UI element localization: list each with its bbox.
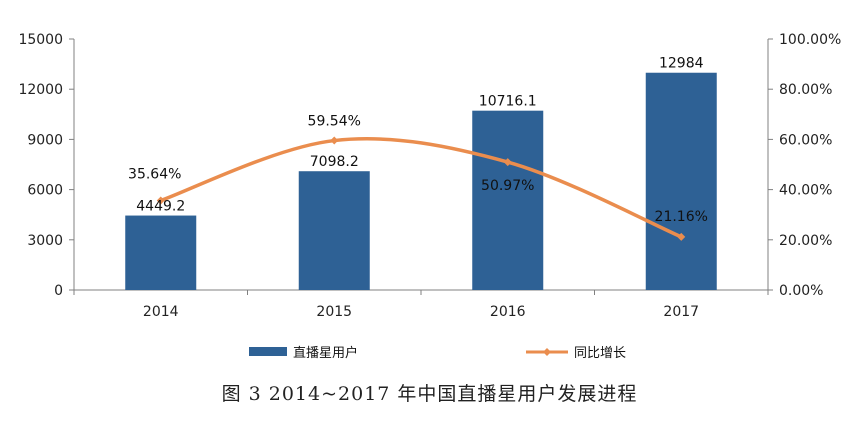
left-tick-label: 6000	[27, 183, 63, 199]
growth-data-label: 21.16%	[655, 209, 708, 225]
legend-line-label: 同比增长	[574, 346, 626, 361]
right-tick-label: 60.00%	[779, 132, 832, 148]
legend-bar-label: 直播星用户	[293, 345, 358, 361]
left-tick-label: 9000	[27, 132, 63, 148]
bar	[298, 171, 370, 290]
x-tick-label: 2014	[143, 304, 179, 320]
growth-line	[159, 137, 683, 239]
left-tick-label: 3000	[27, 233, 63, 249]
bar-data-label: 12984	[659, 56, 704, 72]
x-tick-label: 2015	[316, 304, 352, 320]
legend-bar-swatch	[249, 347, 287, 356]
bar	[472, 110, 544, 290]
right-tick-label: 80.00%	[779, 82, 832, 98]
growth-point	[503, 158, 512, 167]
left-tick-label: 12000	[18, 82, 63, 98]
right-tick-label: 0.00%	[779, 283, 823, 299]
right-tick-label: 20.00%	[779, 233, 832, 249]
right-tick-label: 100.00%	[779, 32, 841, 48]
growth-data-label: 59.54%	[308, 114, 361, 130]
combo-chart: 0 3000 6000 9000 12000 15000 0.00% 20.00% 40.00%…	[18, 32, 841, 361]
growth-point	[156, 196, 165, 205]
bar	[645, 72, 717, 290]
growth-point	[330, 136, 339, 145]
bar	[125, 215, 197, 290]
left-tick-label: 0	[54, 283, 63, 299]
growth-point	[677, 232, 686, 241]
growth-data-label: 35.64%	[128, 167, 181, 183]
bar-data-label: 10716.1	[479, 94, 537, 110]
left-tick-label: 15000	[18, 32, 63, 48]
x-tick-label: 2017	[663, 304, 699, 320]
growth-data-label: 50.97%	[481, 178, 534, 194]
bar-data-label: 7098.2	[310, 154, 359, 170]
figure-caption: 图 3 2014~2017 年中国直播星用户发展进程	[221, 383, 638, 405]
right-tick-label: 40.00%	[779, 183, 832, 199]
bar-data-label: 4449.2	[136, 199, 185, 215]
legend-line-marker	[543, 348, 551, 356]
x-tick-label: 2016	[490, 304, 526, 320]
